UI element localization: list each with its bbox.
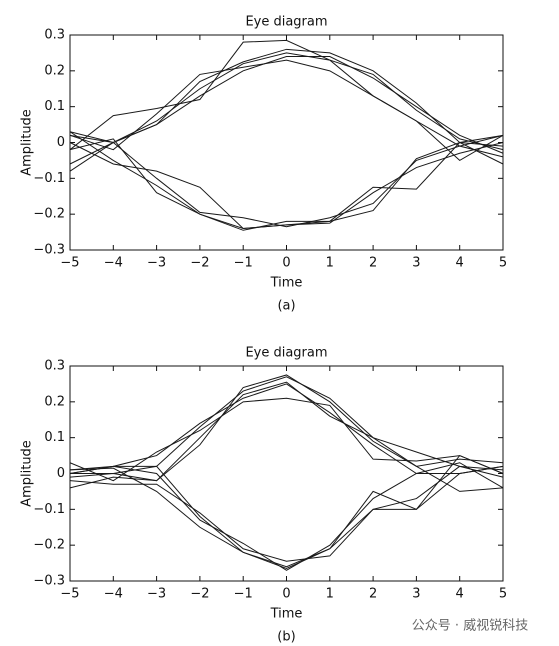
x-tick-label: 4 <box>456 256 464 271</box>
x-tick-label: 5 <box>499 587 507 602</box>
x-tick-label: 2 <box>369 256 377 271</box>
x-tick-label: −3 <box>147 256 166 271</box>
eye-trace <box>69 374 504 489</box>
x-tick-label: −5 <box>60 587 79 602</box>
y-tick-label: −0.2 <box>33 538 65 553</box>
y-tick-label: −0.3 <box>33 574 65 589</box>
y-tick-label: −0.2 <box>33 207 65 222</box>
x-tick-label: 0 <box>282 256 290 271</box>
watermark: 公众号 · 威视锐科技 <box>412 619 528 634</box>
eye-trace <box>69 131 504 231</box>
eye-trace <box>69 142 504 230</box>
y-tick-label: 0.1 <box>44 430 65 445</box>
y-tick-label: −0.1 <box>33 171 65 186</box>
y-tick-label: −0.1 <box>33 502 65 517</box>
x-axis-label: Time <box>270 276 303 291</box>
eye-trace <box>69 397 504 482</box>
eye-trace <box>69 39 504 151</box>
caption: (a) <box>277 299 295 314</box>
eye-trace <box>69 376 504 492</box>
eye-trace <box>69 52 504 165</box>
x-tick-label: 2 <box>369 587 377 602</box>
x-tick-label: −1 <box>234 587 253 602</box>
y-tick-label: 0.2 <box>44 63 65 78</box>
y-tick-label: 0 <box>57 135 65 150</box>
plot-frame <box>69 365 504 582</box>
x-tick-label: 3 <box>412 587 420 602</box>
eye-trace <box>69 462 504 571</box>
eye-trace <box>69 465 504 568</box>
x-tick-label: −5 <box>60 256 79 271</box>
x-tick-label: 0 <box>282 587 290 602</box>
x-tick-label: −2 <box>190 256 209 271</box>
eye-trace <box>69 59 504 162</box>
x-tick-label: −4 <box>104 587 123 602</box>
x-tick-label: −2 <box>190 587 209 602</box>
x-axis-label: Time <box>270 607 303 622</box>
y-axis-label: Amplitude <box>20 109 35 176</box>
eye-trace <box>69 56 504 154</box>
x-tick-label: 5 <box>499 256 507 271</box>
eye-trace <box>69 138 504 230</box>
y-axis-label: Amplitude <box>20 440 35 507</box>
eye-trace <box>69 134 504 228</box>
y-tick-label: −0.3 <box>33 243 65 258</box>
chart-title: Eye diagram <box>245 346 327 361</box>
y-tick-label: 0.2 <box>44 394 65 409</box>
y-tick-label: 0 <box>57 466 65 481</box>
eye-trace <box>69 383 504 474</box>
eye-trace <box>69 465 504 562</box>
eye-trace <box>69 48 504 172</box>
x-tick-label: −3 <box>147 587 166 602</box>
y-tick-label: 0.3 <box>44 359 65 374</box>
x-tick-label: −1 <box>234 256 253 271</box>
x-tick-label: −4 <box>104 256 123 271</box>
plot-frame <box>69 34 504 251</box>
eye-trace <box>69 381 504 482</box>
x-tick-label: 4 <box>456 587 464 602</box>
chart-title: Eye diagram <box>245 15 327 30</box>
x-tick-label: 1 <box>326 256 334 271</box>
caption: (b) <box>277 630 295 645</box>
x-tick-label: 3 <box>412 256 420 271</box>
x-tick-label: 1 <box>326 587 334 602</box>
y-tick-label: 0.1 <box>44 99 65 114</box>
eye-trace <box>70 454 504 570</box>
y-tick-label: 0.3 <box>44 28 65 43</box>
